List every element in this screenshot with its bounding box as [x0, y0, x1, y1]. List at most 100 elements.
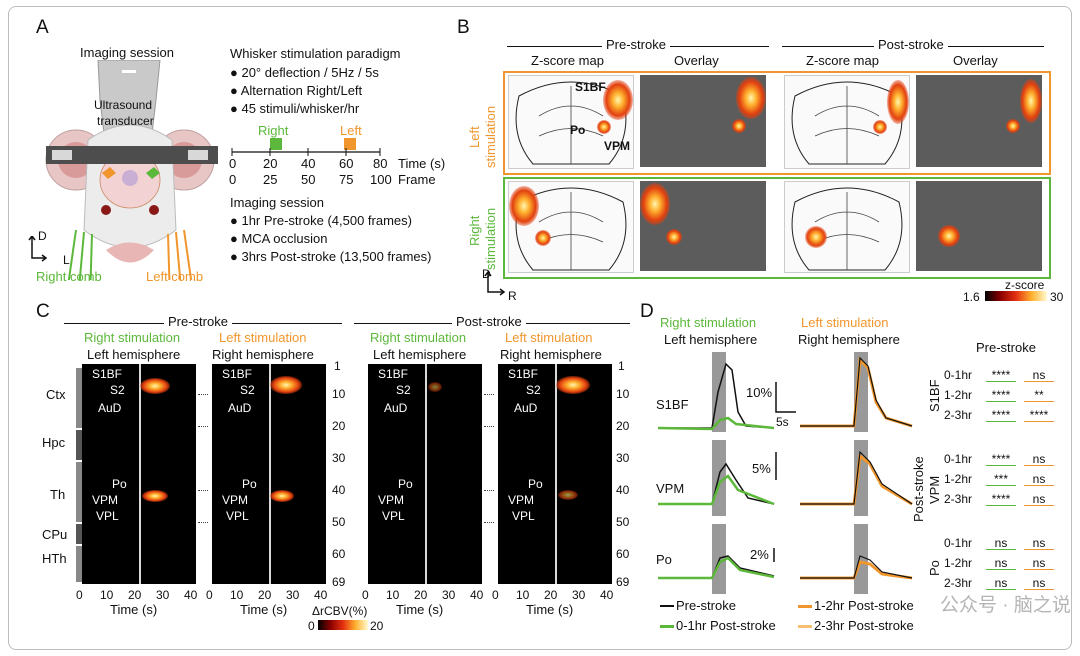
row-tick-69-a: 69	[332, 575, 346, 589]
row-tick-60-a: 60	[332, 547, 346, 561]
dotted-tick	[198, 522, 208, 523]
overlay-header-post: Overlay	[953, 53, 998, 68]
legend-23-swatch	[798, 625, 812, 628]
c2-x-40: 40	[314, 588, 328, 602]
transducer-label-1: Ultrasound	[94, 98, 153, 112]
zscore-max: 30	[1050, 290, 1064, 304]
stats-row: 2-3hr **** ns	[944, 491, 1054, 509]
stats-sig-orange: **	[1034, 388, 1044, 402]
c2-x-30: 30	[286, 588, 300, 602]
legend-01-swatch	[660, 625, 674, 628]
row-tick-30-a: 30	[332, 451, 346, 465]
stats-row: 1-2hr ns ns	[944, 555, 1054, 573]
stats-time: 1-2hr	[944, 556, 973, 570]
stats-sig-orange: ns	[1032, 368, 1046, 382]
row-tick-40-b: 40	[616, 483, 630, 497]
c1-x-0: 0	[76, 588, 83, 602]
frame-tick-75: 75	[339, 172, 354, 187]
d-left-hemi: Left hemisphere	[664, 332, 758, 347]
panel-b-label: B	[457, 17, 470, 38]
row-tick-40-a: 40	[332, 483, 346, 497]
c2-s2: S2	[240, 383, 255, 397]
region-bar-ctx	[76, 368, 82, 428]
c3-s2: S2	[396, 383, 411, 397]
c-right-stim-post: Right stimulation	[370, 330, 467, 345]
paradigm-title: Whisker stimulation paradigm	[230, 46, 401, 61]
c2-po: Po	[242, 477, 257, 491]
dotted-tick	[484, 490, 494, 491]
heatmap-post-right-stim	[368, 364, 482, 584]
c4-aud: AuD	[514, 401, 538, 415]
paradigm-item-1: ● 20° deflection / 5Hz / 5s	[230, 65, 379, 80]
watermark: 公众号 · 脑之说	[940, 595, 1071, 616]
stats-line-green	[986, 485, 1016, 486]
stats-sig-green: ns	[994, 576, 1008, 590]
c3-x-40: 40	[470, 588, 484, 602]
axis-r-b: R	[508, 289, 517, 303]
zscore-min: 1.6	[963, 290, 980, 304]
legend-23: 2-3hr Post-stroke	[814, 618, 914, 633]
c3-s1bf: S1BF	[378, 367, 409, 381]
row-tick-30-b: 30	[616, 451, 630, 465]
stats-line-orange	[1024, 485, 1054, 486]
region-bar-hpc	[76, 430, 82, 460]
dotted-tick	[484, 522, 494, 523]
dotted-tick	[484, 394, 494, 395]
stats-line-green	[986, 505, 1016, 506]
zscore-colorbar	[985, 291, 1047, 301]
trace-label-po: Po	[656, 552, 672, 567]
transducer-label-2: transducer	[97, 114, 154, 128]
stats-line-green	[986, 569, 1016, 570]
c4-x-0: 0	[492, 588, 499, 602]
stats-line-orange	[1024, 381, 1054, 382]
stats-sig-orange: ns	[1032, 576, 1046, 590]
zscore-map-pre-right	[508, 181, 634, 273]
dotted-tick	[198, 426, 208, 427]
c3-vpm: VPM	[378, 493, 405, 507]
stats-time: 2-3hr	[944, 576, 973, 590]
region-cpu: CPu	[42, 527, 68, 542]
row-tick-60-b: 60	[616, 547, 630, 561]
panel-c-label: C	[36, 301, 50, 322]
zscore-map-post-right	[784, 181, 910, 273]
zscore-map-post-left	[784, 75, 910, 169]
drcbv-colorbar-title: ΔrCBV(%)	[312, 604, 368, 618]
trace-label-s1bf: S1BF	[656, 397, 689, 412]
time-tick-60: 60	[339, 156, 354, 171]
row-tick-10-a: 10	[332, 387, 346, 401]
session-item-1: ● 1hr Pre-stroke (4,500 frames)	[230, 213, 412, 228]
c-left-stim-pre: Left stimulation	[219, 330, 307, 345]
c2-x-20: 20	[258, 588, 272, 602]
stats-sig-orange: ns	[1032, 492, 1046, 506]
c4-x-20: 20	[544, 588, 558, 602]
frame-tick-50: 50	[301, 172, 316, 187]
c2-s1bf: S1BF	[222, 367, 253, 381]
stats-line-orange	[1024, 569, 1054, 570]
b-s1bf-label: S1BF	[575, 80, 606, 94]
c4-vpl: VPL	[512, 509, 535, 523]
pre-stroke-title-c: Pre-stroke	[164, 315, 232, 328]
row-tick-10-b: 10	[616, 387, 630, 401]
c1-x-30: 30	[156, 588, 170, 602]
left-comb-label: Left comb	[146, 269, 204, 284]
stats-time: 1-2hr	[944, 472, 973, 486]
stats-row: 0-1hr **** ns	[944, 367, 1054, 385]
stats-line-green	[986, 589, 1016, 590]
right-stim-label: Right	[467, 215, 482, 246]
c2-x-0: 0	[206, 588, 213, 602]
stats-sig-orange: ns	[1032, 472, 1046, 486]
stats-row: 2-3hr ns ns	[944, 575, 1054, 593]
c4-x-30: 30	[572, 588, 586, 602]
stats-sig-green: ns	[994, 556, 1008, 570]
time-tick-80: 80	[373, 156, 388, 171]
row-tick-1-a: 1	[334, 359, 341, 373]
stats-line-green	[986, 421, 1016, 422]
stats-time: 0-1hr	[944, 536, 973, 550]
legend-12-swatch	[798, 605, 812, 608]
time-tick-20: 20	[263, 156, 278, 171]
mouse-illustration	[45, 60, 218, 280]
session-item-2: ● MCA occlusion	[230, 231, 328, 246]
heatmap-post-left-stim	[498, 364, 612, 584]
stats-sig-green: ****	[991, 408, 1011, 422]
c2-aud: AuD	[228, 401, 252, 415]
